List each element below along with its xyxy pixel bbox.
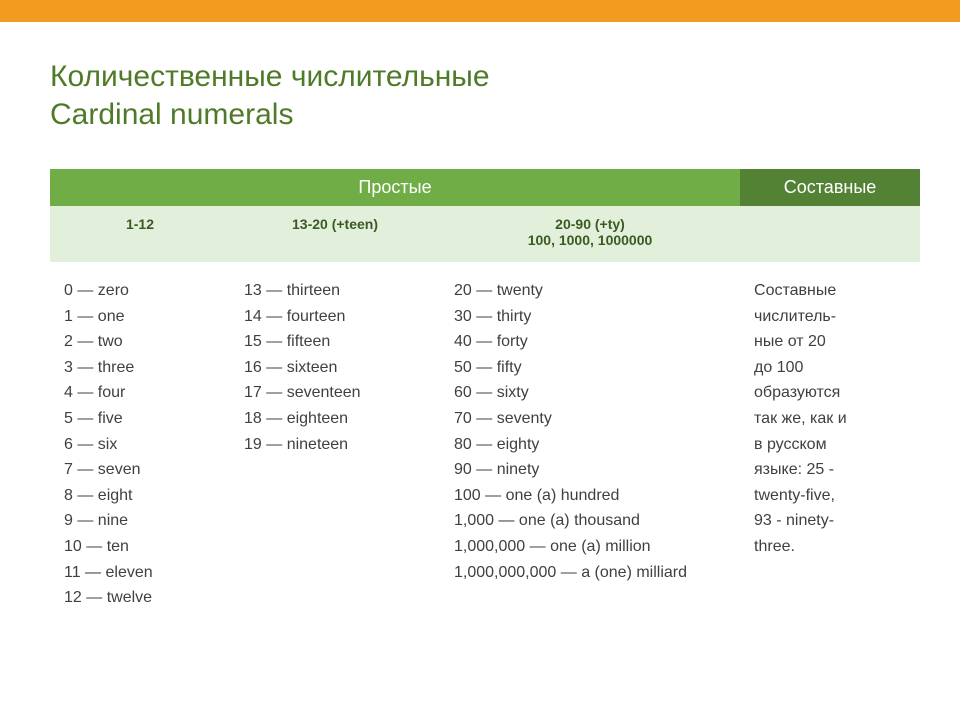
list-item: 9 — nine bbox=[64, 508, 222, 534]
sub-header-1-12: 1-12 bbox=[50, 206, 230, 262]
table-body: 0 — zero1 — one2 — two3 — three4 — four5… bbox=[50, 262, 920, 619]
list-item: twenty-five, bbox=[754, 483, 912, 509]
list-item: Составные bbox=[754, 278, 912, 304]
cell-col2: 13 — thirteen14 — fourteen15 — fifteen16… bbox=[230, 262, 440, 619]
cell-col3: 20 — twenty30 — thirty40 — forty50 — fif… bbox=[440, 262, 740, 619]
sub-header-row: 1-12 13-20 (+teen) 20-90 (+ty) 100, 1000… bbox=[50, 206, 920, 262]
list-item: 60 — sixty bbox=[454, 380, 732, 406]
list-item: 1,000,000 — one (a) million bbox=[454, 534, 732, 560]
list-item: 10 — ten bbox=[64, 534, 222, 560]
list-item: 40 — forty bbox=[454, 329, 732, 355]
list-item: ные от 20 bbox=[754, 329, 912, 355]
sub-header-13-20: 13-20 (+teen) bbox=[230, 206, 440, 262]
list-item: 12 — twelve bbox=[64, 585, 222, 611]
list-item: 50 — fifty bbox=[454, 355, 732, 381]
list-item: 1,000,000,000 — a (one) milliard bbox=[454, 560, 732, 586]
content-area: Количественные числительные Cardinal num… bbox=[0, 58, 960, 619]
list-item: 16 — sixteen bbox=[244, 355, 432, 381]
sub-header-compound bbox=[740, 206, 920, 262]
list-item: до 100 bbox=[754, 355, 912, 381]
slide: Количественные числительные Cardinal num… bbox=[0, 0, 960, 720]
list-item: three. bbox=[754, 534, 912, 560]
list-item: образуются bbox=[754, 380, 912, 406]
list-item: языке: 25 - bbox=[754, 457, 912, 483]
list-item: 19 — nineteen bbox=[244, 432, 432, 458]
list-item: числитель- bbox=[754, 304, 912, 330]
group-header-compound: Составные bbox=[740, 169, 920, 206]
list-item: 15 — fifteen bbox=[244, 329, 432, 355]
numerals-table: Простые Составные 1-12 13-20 (+teen) 20-… bbox=[50, 169, 920, 619]
top-accent-bar bbox=[0, 0, 960, 22]
list-item: 17 — seventeen bbox=[244, 380, 432, 406]
table-head: Простые Составные 1-12 13-20 (+teen) 20-… bbox=[50, 169, 920, 262]
title-line-2: Cardinal numerals bbox=[50, 96, 920, 134]
list-item: 100 — one (a) hundred bbox=[454, 483, 732, 509]
list-item: 0 — zero bbox=[64, 278, 222, 304]
list-item: 93 - ninety- bbox=[754, 508, 912, 534]
list-item: 5 — five bbox=[64, 406, 222, 432]
list-item: 18 — eighteen bbox=[244, 406, 432, 432]
cell-col1: 0 — zero1 — one2 — two3 — three4 — four5… bbox=[50, 262, 230, 619]
list-item: 7 — seven bbox=[64, 457, 222, 483]
list-item: 3 — three bbox=[64, 355, 222, 381]
sub-header-20-90-line2: 100, 1000, 1000000 bbox=[448, 232, 732, 248]
sub-header-20-90: 20-90 (+ty) 100, 1000, 1000000 bbox=[440, 206, 740, 262]
list-item: 1,000 — one (a) thousand bbox=[454, 508, 732, 534]
list-item: 2 — two bbox=[64, 329, 222, 355]
list-item: 4 — four bbox=[64, 380, 222, 406]
cell-col4: Составныечислитель-ные от 20до 100образу… bbox=[740, 262, 920, 619]
title-line-1: Количественные числительные bbox=[50, 58, 920, 96]
list-item: 80 — eighty bbox=[454, 432, 732, 458]
slide-title: Количественные числительные Cardinal num… bbox=[50, 58, 920, 133]
list-item: в русском bbox=[754, 432, 912, 458]
sub-header-20-90-line1: 20-90 (+ty) bbox=[448, 216, 732, 232]
list-item: так же, как и bbox=[754, 406, 912, 432]
list-item: 90 — ninety bbox=[454, 457, 732, 483]
list-item: 13 — thirteen bbox=[244, 278, 432, 304]
group-header-row: Простые Составные bbox=[50, 169, 920, 206]
numerals-table-wrap: Простые Составные 1-12 13-20 (+teen) 20-… bbox=[50, 169, 920, 619]
list-item: 1 — one bbox=[64, 304, 222, 330]
table-row: 0 — zero1 — one2 — two3 — three4 — four5… bbox=[50, 262, 920, 619]
list-item: 30 — thirty bbox=[454, 304, 732, 330]
list-item: 20 — twenty bbox=[454, 278, 732, 304]
list-item: 11 — eleven bbox=[64, 560, 222, 586]
list-item: 14 — fourteen bbox=[244, 304, 432, 330]
group-header-simple: Простые bbox=[50, 169, 740, 206]
list-item: 8 — eight bbox=[64, 483, 222, 509]
list-item: 70 — seventy bbox=[454, 406, 732, 432]
list-item: 6 — six bbox=[64, 432, 222, 458]
